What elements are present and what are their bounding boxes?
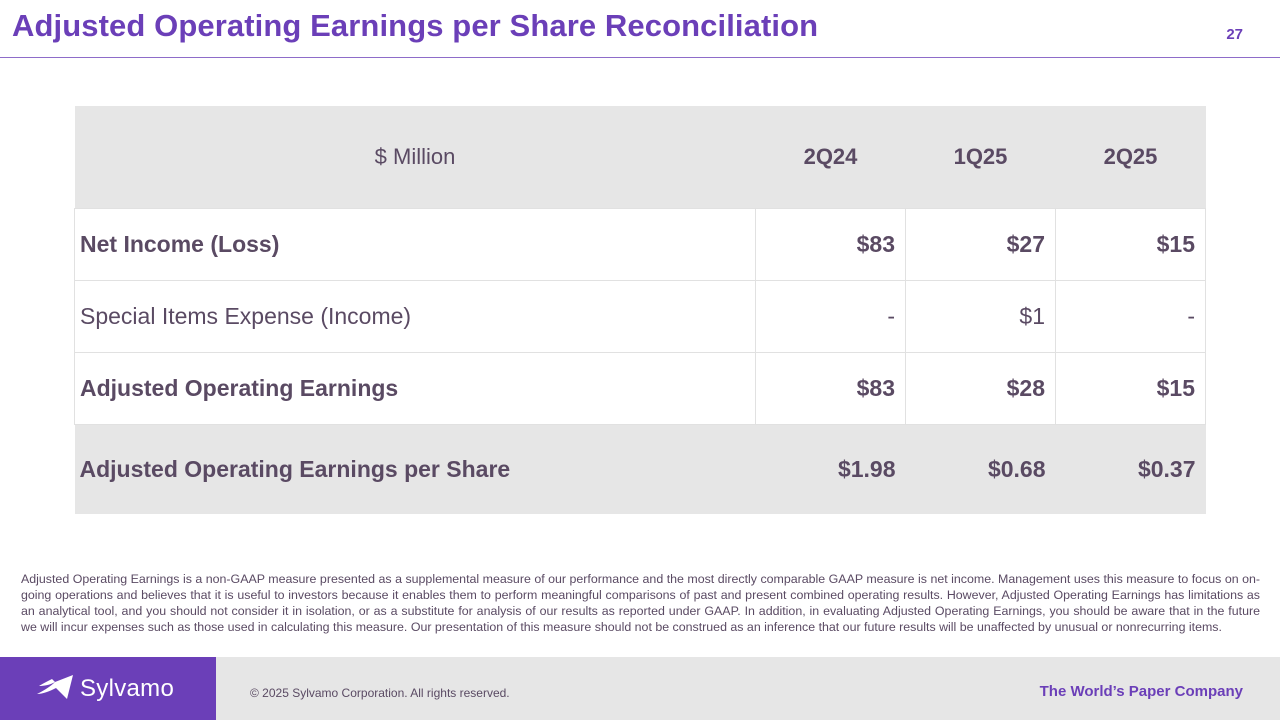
column-header-1q25: 1Q25: [905, 106, 1056, 209]
table-row-adjusted-eps: Adjusted Operating Earnings per Share $1…: [74, 424, 1206, 514]
column-header-2q24: 2Q24: [755, 106, 906, 209]
table-row-net-income: Net Income (Loss) $83 $27 $15: [74, 208, 1206, 281]
sylvamo-flag-icon: [37, 675, 73, 699]
table-row-adjusted-earnings: Adjusted Operating Earnings $83 $28 $15: [74, 352, 1206, 425]
cell-value: $1: [905, 280, 1056, 353]
row-label: Adjusted Operating Earnings per Share: [74, 424, 756, 514]
cell-value: $83: [755, 352, 906, 425]
cell-value: -: [1055, 280, 1206, 353]
cell-value: $0.68: [905, 424, 1056, 514]
table-row-special-items: Special Items Expense (Income) - $1 -: [74, 280, 1206, 353]
tagline: The World’s Paper Company: [1039, 683, 1243, 700]
logo-wordmark: Sylvamo: [80, 675, 175, 702]
cell-value: $15: [1055, 208, 1206, 281]
row-label: Net Income (Loss): [74, 208, 756, 281]
table-header-row: $ Million 2Q24 1Q25 2Q25: [74, 106, 1206, 209]
row-label: Adjusted Operating Earnings: [74, 352, 756, 425]
cell-value: $0.37: [1055, 424, 1206, 514]
cell-value: $15: [1055, 352, 1206, 425]
cell-value: $1.98: [755, 424, 906, 514]
footnote-text: Adjusted Operating Earnings is a non-GAA…: [21, 572, 1260, 634]
footer-bar: Sylvamo © 2025 Sylvamo Corporation. All …: [0, 657, 1280, 720]
copyright-text: © 2025 Sylvamo Corporation. All rights r…: [250, 686, 510, 700]
slide-title: Adjusted Operating Earnings per Share Re…: [12, 8, 819, 43]
header-label: $ Million: [74, 106, 756, 209]
reconciliation-table: $ Million 2Q24 1Q25 2Q25 Net Income (Los…: [74, 106, 1206, 514]
cell-value: $83: [755, 208, 906, 281]
cell-value: $27: [905, 208, 1056, 281]
logo: Sylvamo: [0, 657, 216, 720]
page-number: 27: [1226, 26, 1243, 43]
column-header-2q25: 2Q25: [1055, 106, 1206, 209]
title-divider: [0, 57, 1280, 58]
cell-value: $28: [905, 352, 1056, 425]
cell-value: -: [755, 280, 906, 353]
row-label: Special Items Expense (Income): [74, 280, 756, 353]
